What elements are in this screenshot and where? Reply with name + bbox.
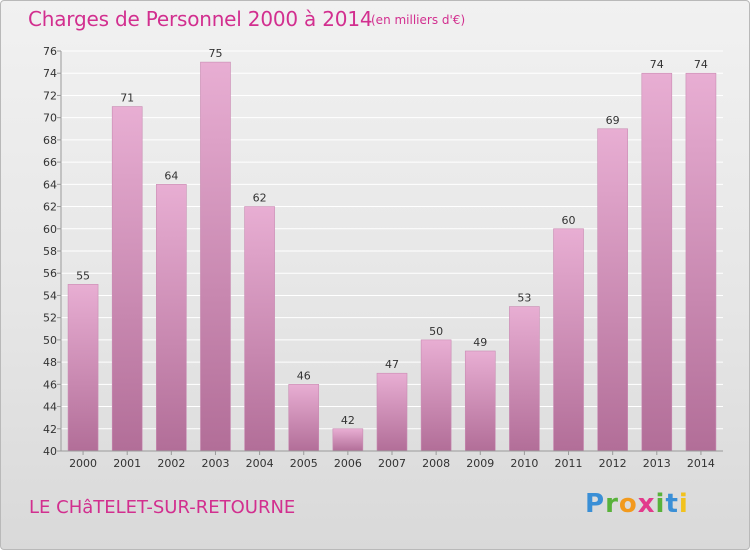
bar <box>553 228 584 452</box>
y-tick-label: 42 <box>43 423 57 436</box>
logo-letter: i <box>678 489 689 519</box>
x-tick-label: 2007 <box>378 457 406 470</box>
bar-value-label: 49 <box>473 336 487 349</box>
bar-value-label: 55 <box>76 269 90 282</box>
y-tick-label: 72 <box>43 89 57 102</box>
bar <box>420 339 452 452</box>
chart-subtitle: (en milliers d'€) <box>371 13 466 27</box>
y-tick-label: 54 <box>43 289 57 302</box>
x-tick-label: 2008 <box>422 457 450 470</box>
y-tick-label: 56 <box>43 267 57 280</box>
x-tick-label: 2004 <box>246 457 274 470</box>
logo-letter: r <box>605 489 619 519</box>
proxiti-logo: Proxiti <box>585 489 689 519</box>
y-tick-label: 68 <box>43 134 57 147</box>
bar <box>288 384 320 452</box>
bar-value-label: 69 <box>606 114 620 127</box>
bar-value-label: 53 <box>517 292 531 305</box>
y-axis: 40 42 44 46 48 50 52 54 56 58 60 62 64 66 68 70 72 74 76 <box>43 45 62 458</box>
bar <box>332 428 364 452</box>
y-tick-label: 62 <box>43 201 57 214</box>
bar <box>464 350 496 452</box>
bar <box>67 284 99 452</box>
x-tick-label: 2000 <box>69 457 97 470</box>
bar <box>685 72 717 452</box>
y-tick-label: 48 <box>43 356 57 369</box>
bar-value-label: 62 <box>253 192 267 205</box>
commune-name: LE CHâTELET-SUR-RETOURNE <box>29 497 296 518</box>
bar-value-label: 50 <box>429 325 443 338</box>
y-tick-label: 64 <box>43 178 57 191</box>
bar <box>509 306 540 452</box>
bar-value-label: 74 <box>650 58 664 71</box>
y-tick-label: 70 <box>43 112 57 125</box>
x-tick-label: 2006 <box>334 457 362 470</box>
bar <box>641 72 673 452</box>
bar <box>111 106 143 452</box>
bar <box>597 128 628 452</box>
bar <box>376 372 408 452</box>
chart-title: Charges de Personnel 2000 à 2014 <box>28 7 373 31</box>
y-tick-label: 66 <box>43 156 57 169</box>
logo-letter: x <box>637 489 656 519</box>
y-tick-label: 46 <box>43 378 57 391</box>
x-tick-label: 2010 <box>510 457 538 470</box>
y-tick-label: 58 <box>43 245 57 258</box>
bar-value-label: 46 <box>297 369 311 382</box>
y-tick-label: 50 <box>43 334 57 347</box>
bar <box>200 61 231 452</box>
x-tick-label: 2012 <box>599 457 627 470</box>
logo-letter: o <box>618 489 638 519</box>
x-axis: 2000 2001 2002 2003 2004 2005 2006 2007 2008 2009… <box>61 450 723 470</box>
x-tick-label: 2001 <box>113 457 141 470</box>
y-tick-label: 44 <box>43 401 57 414</box>
x-tick-label: 2005 <box>290 457 318 470</box>
bar-value-label: 74 <box>694 58 708 71</box>
bar-value-label: 75 <box>208 47 222 60</box>
x-tick-label: 2013 <box>643 457 671 470</box>
logo-letter: t <box>665 489 679 519</box>
bar <box>156 184 187 452</box>
y-tick-label: 40 <box>43 445 57 458</box>
x-tick-label: 2011 <box>555 457 583 470</box>
bar-value-label: 42 <box>341 414 355 427</box>
y-tick-label: 52 <box>43 312 57 325</box>
y-tick-label: 60 <box>43 223 57 236</box>
x-tick-label: 2002 <box>157 457 185 470</box>
bar-value-label: 71 <box>120 92 134 105</box>
logo-letter: P <box>585 489 606 519</box>
bar-value-label: 47 <box>385 358 399 371</box>
x-tick-label: 2009 <box>466 457 494 470</box>
bar-value-label: 64 <box>164 169 178 182</box>
bar-value-label: 60 <box>562 214 576 227</box>
logo-letter: i <box>655 489 666 519</box>
x-tick-label: 2014 <box>687 457 715 470</box>
bar <box>244 206 275 452</box>
y-tick-label: 76 <box>43 45 57 58</box>
bar-layer: 55 71 64 75 62 46 42 47 50 49 53 60 69 74 74 <box>67 47 717 452</box>
y-tick-label: 74 <box>43 67 57 80</box>
x-tick-label: 2003 <box>201 457 229 470</box>
